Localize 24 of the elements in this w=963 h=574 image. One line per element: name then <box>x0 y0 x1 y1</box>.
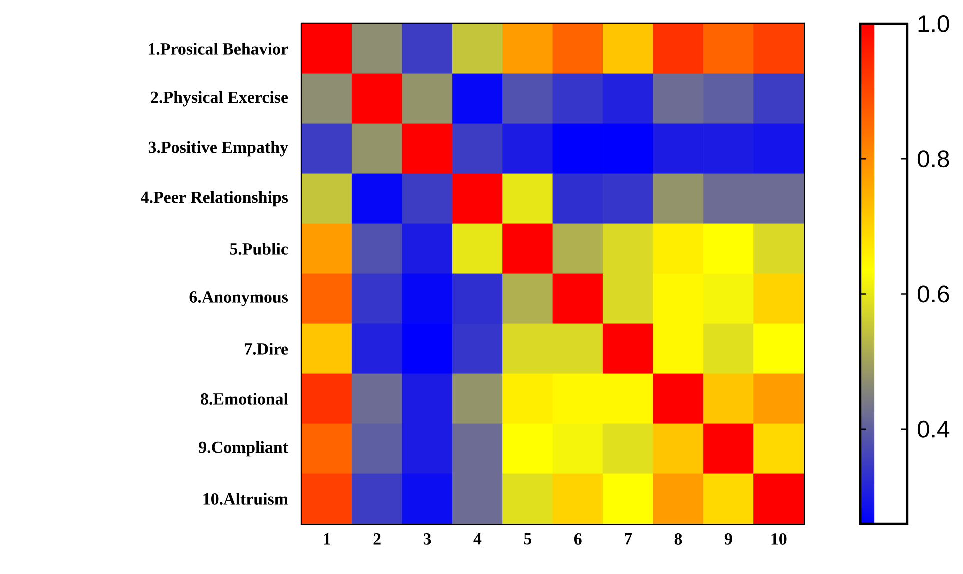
x-tick-label: 10 <box>772 534 787 545</box>
x-tick-label: 6 <box>574 534 582 545</box>
color-bar-label: 0.8 <box>918 150 950 168</box>
y-tick-label: 9.Compliant <box>199 441 288 457</box>
y-tick-label: 5.Public <box>230 242 288 255</box>
color-bar-label: 0.4 <box>918 420 950 438</box>
y-tick-label: 1.Prosical Behavior <box>149 42 288 55</box>
color-bar-label: 1.0 <box>918 16 950 32</box>
x-tick-label: 2 <box>374 534 381 545</box>
y-tick-label: 10.Altruism <box>204 492 288 505</box>
x-tick-label: 8 <box>674 534 682 545</box>
y-tick-label: 2.Physical Exercise <box>151 91 288 107</box>
x-tick-label: 1 <box>324 534 330 545</box>
x-tick-label: 5 <box>524 534 532 545</box>
x-tick-label: 3 <box>424 534 432 545</box>
y-tick-label: 6.Anonymous <box>190 292 288 306</box>
y-tick-label: 7.Dire <box>245 342 288 355</box>
color-bar-label: 0.6 <box>918 286 950 303</box>
x-tick-label: 4 <box>474 534 482 545</box>
x-tick-label: 9 <box>724 534 732 545</box>
y-tick-label: 8.Emotional <box>201 392 288 405</box>
y-tick-label: 3.Positive Empathy <box>148 141 288 157</box>
x-tick-label: 7 <box>625 534 632 545</box>
y-tick-label: 4.Peer Relationships <box>141 191 288 207</box>
